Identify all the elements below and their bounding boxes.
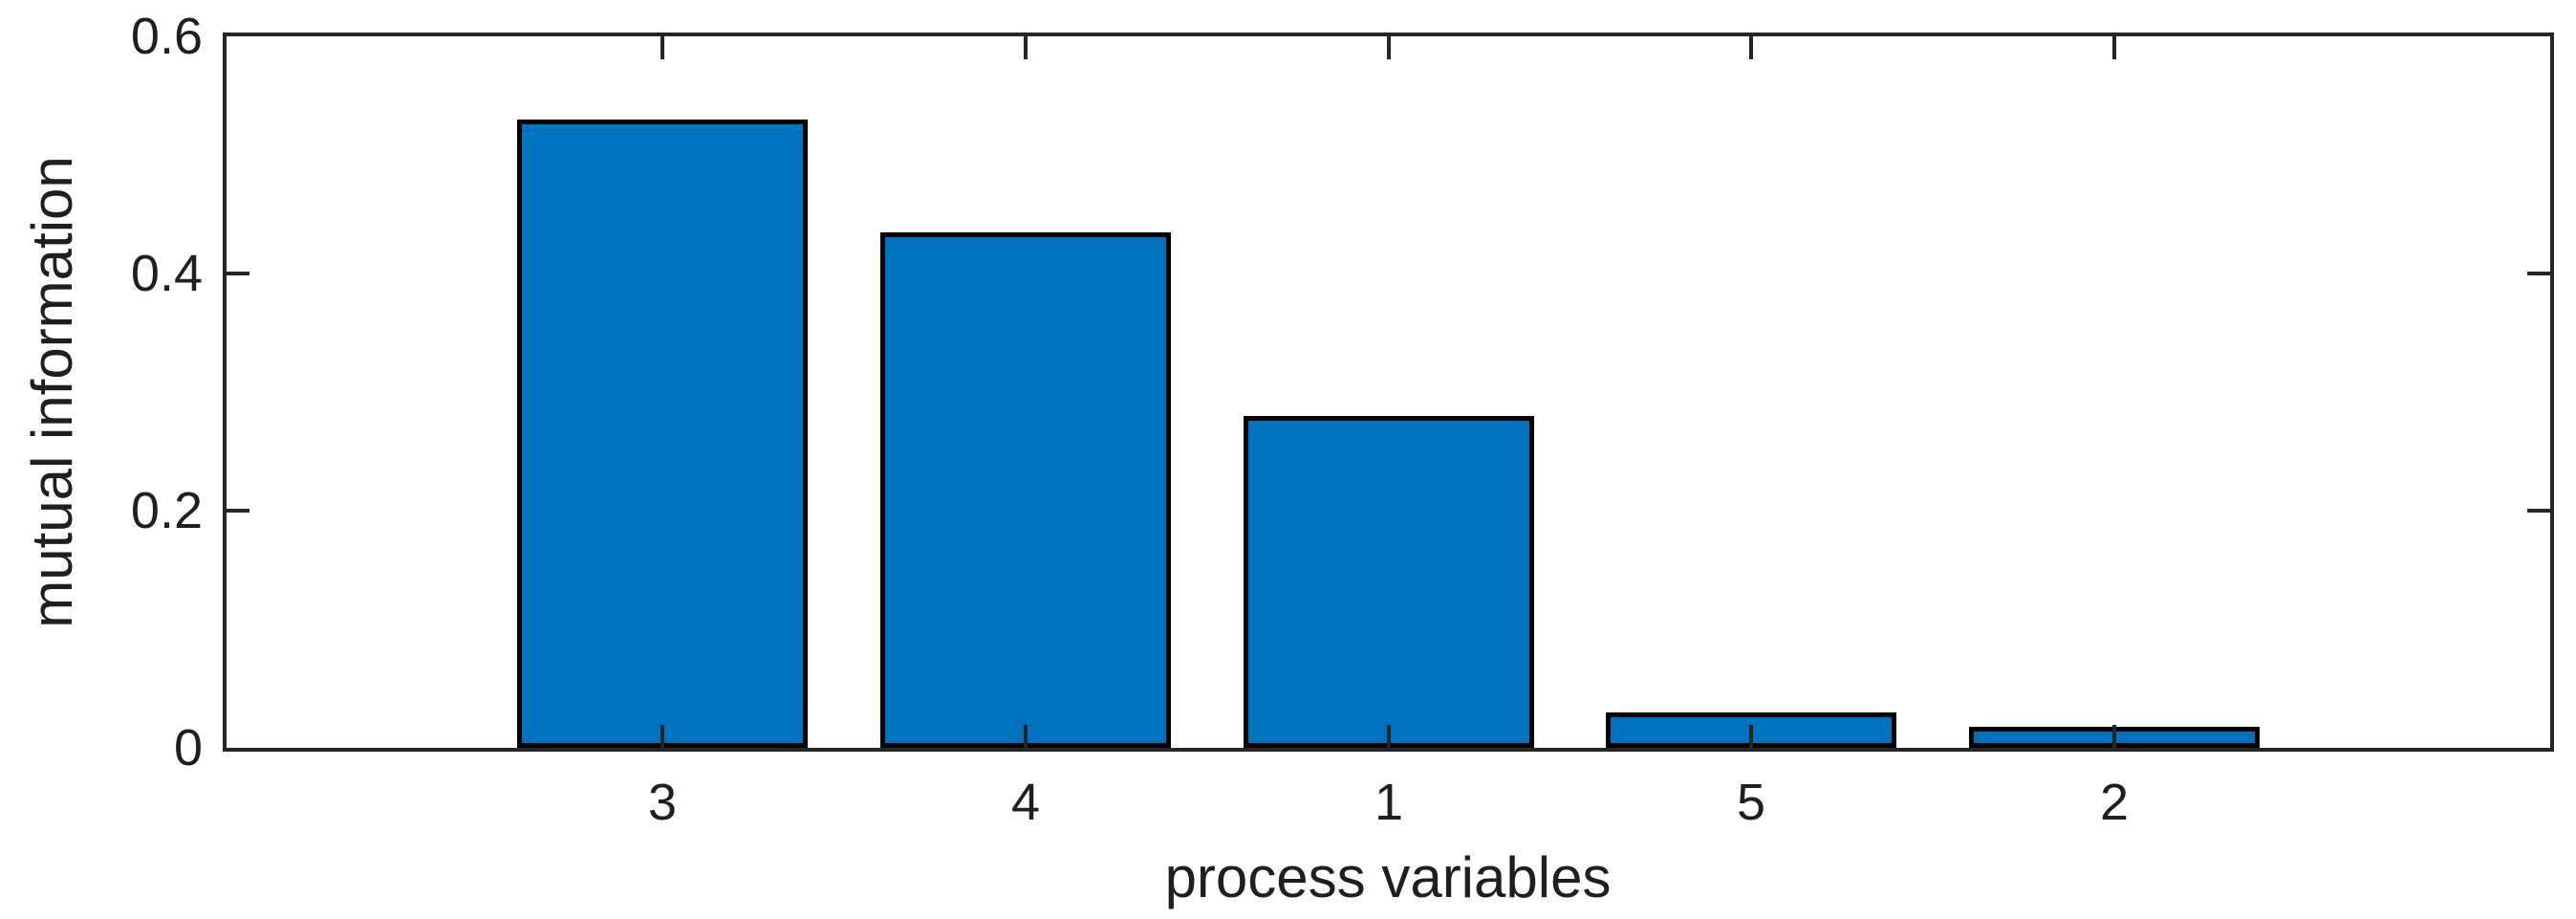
y-tick-right-0.4	[2527, 272, 2550, 275]
y-tick-label-0: 0	[173, 719, 203, 777]
x-tick-top-3	[660, 36, 664, 59]
y-tick-label-0.4: 0.4	[130, 245, 203, 302]
x-tick-top-4	[1024, 36, 1028, 59]
y-tick-label-0.2: 0.2	[130, 482, 203, 539]
x-axis-label: process variables	[1164, 845, 1612, 909]
x-tick-bottom-3	[660, 725, 664, 748]
bar-3	[517, 120, 808, 748]
x-tick-label-2: 2	[2099, 774, 2130, 831]
y-tick-left-0.4	[227, 272, 249, 275]
bar-1	[1244, 416, 1534, 748]
y-axis-label: mutual information	[20, 156, 84, 628]
x-tick-label-4: 4	[1010, 774, 1041, 831]
x-tick-label-5: 5	[1736, 774, 1766, 831]
plot-area	[223, 33, 2554, 752]
x-tick-top-2	[2112, 36, 2116, 59]
x-tick-bottom-5	[1749, 725, 1753, 748]
x-tick-bottom-2	[2112, 725, 2116, 748]
x-tick-top-5	[1749, 36, 1753, 59]
y-tick-right-0.2	[2527, 509, 2550, 513]
bar-4	[880, 232, 1171, 748]
x-tick-bottom-4	[1024, 725, 1028, 748]
x-tick-top-1	[1387, 36, 1391, 59]
x-tick-label-1: 1	[1374, 774, 1404, 831]
y-tick-label-0.6: 0.6	[130, 8, 203, 65]
x-tick-bottom-1	[1387, 725, 1391, 748]
x-tick-label-3: 3	[647, 774, 678, 831]
y-tick-left-0.2	[227, 509, 249, 513]
